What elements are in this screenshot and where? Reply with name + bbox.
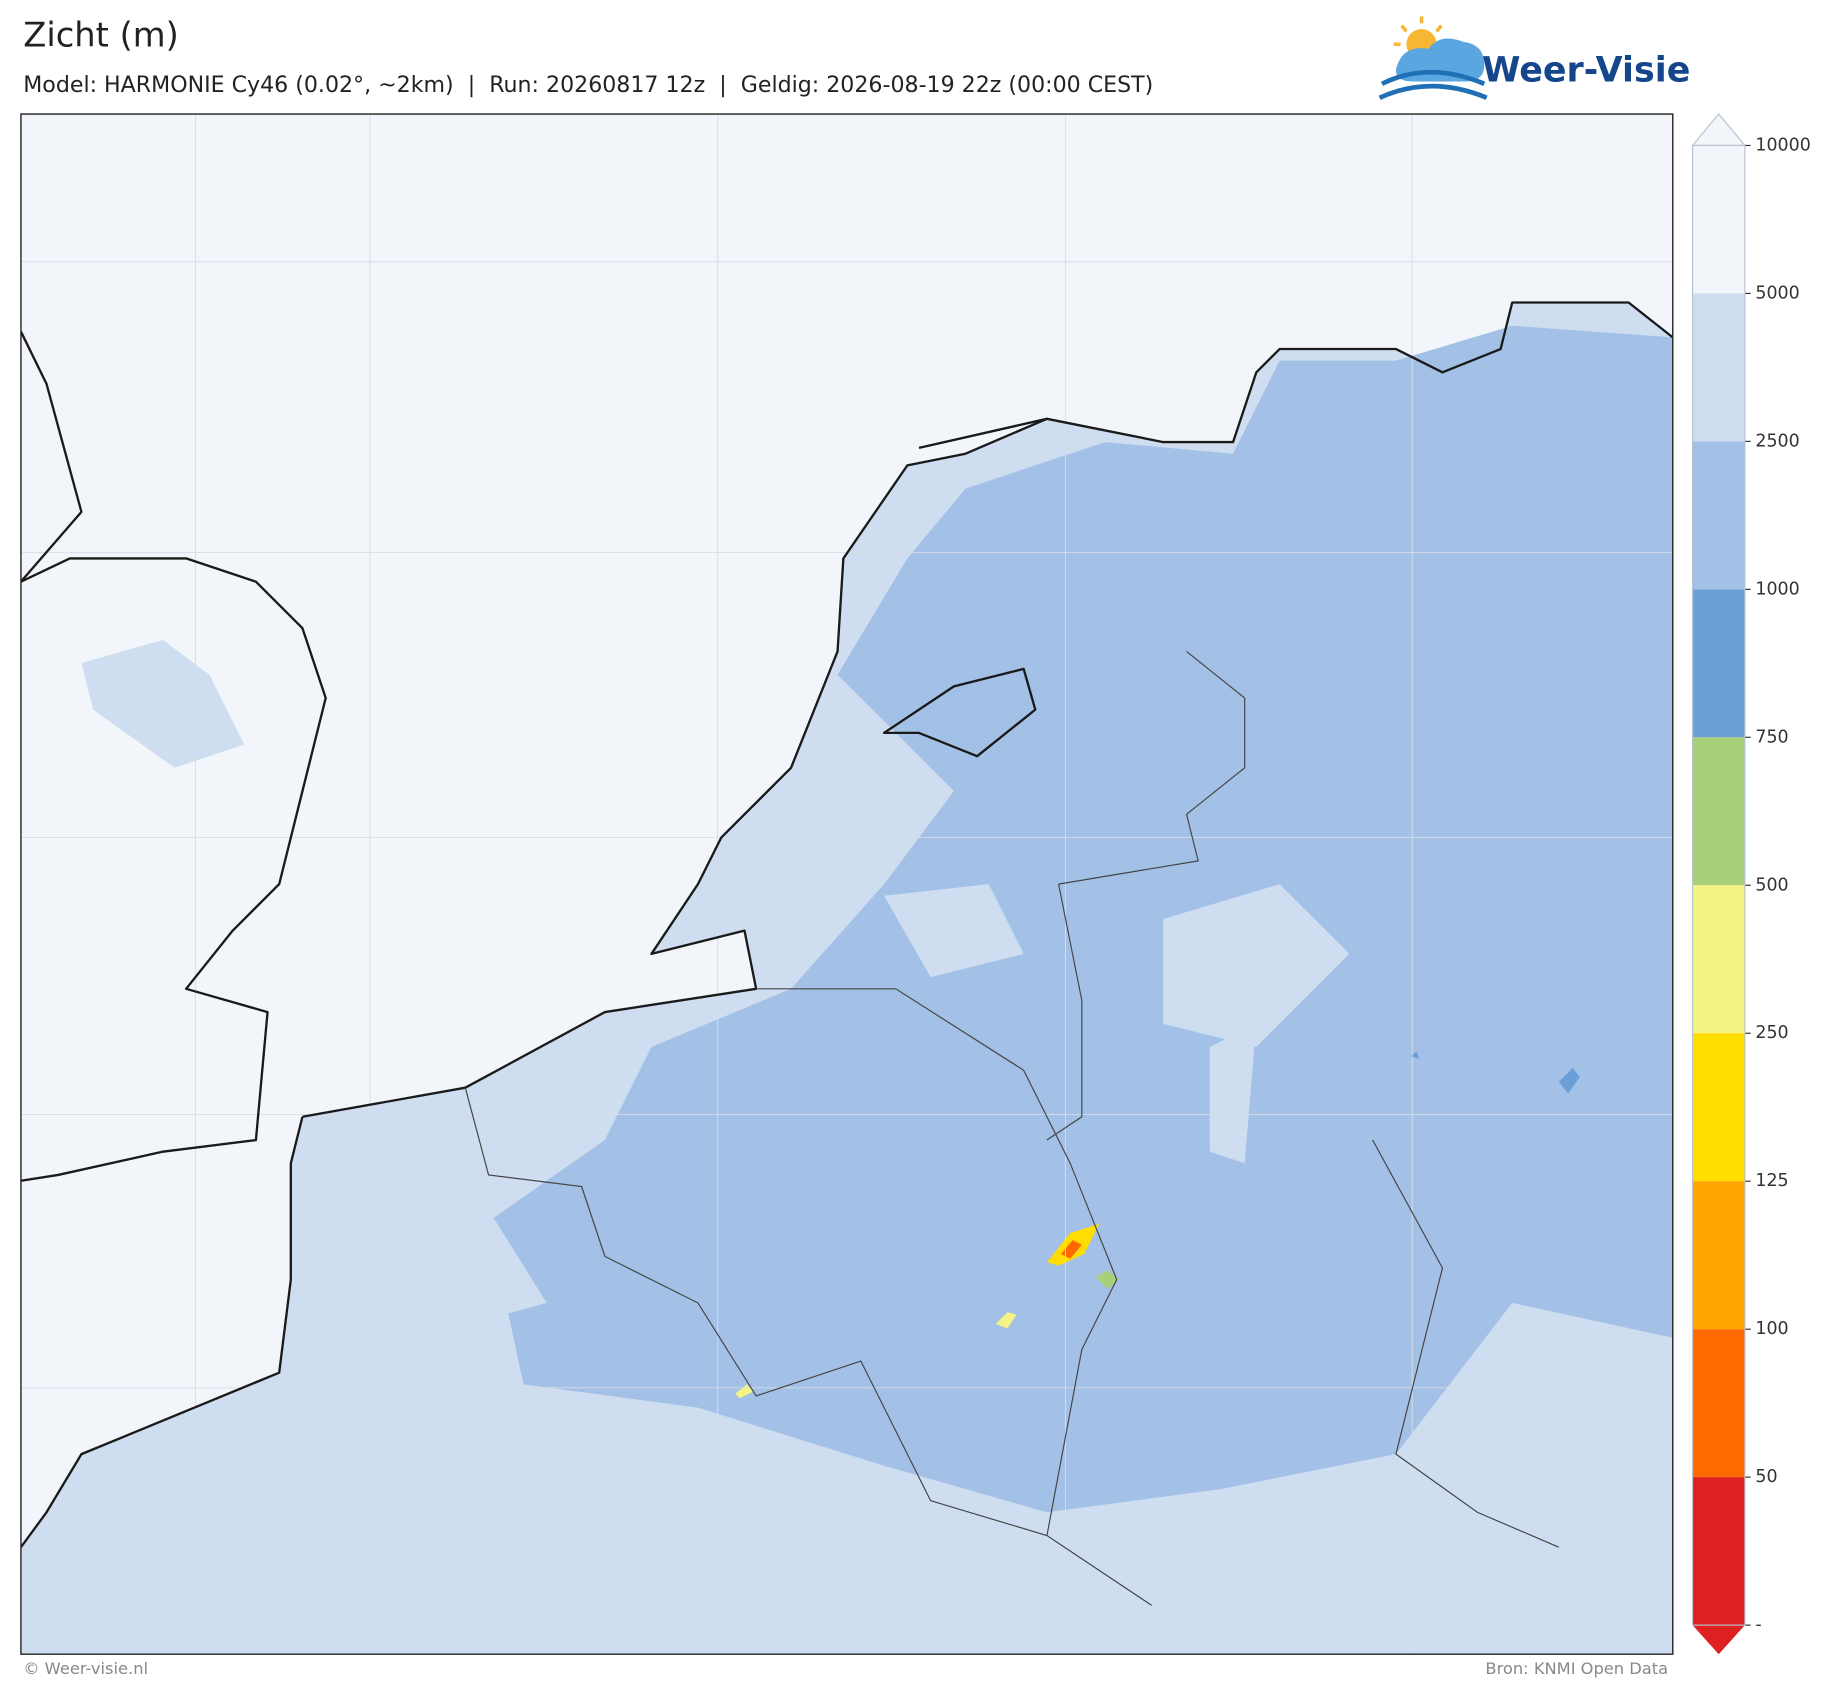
colorbar-extend-bottom: [1692, 1625, 1745, 1655]
map: [20, 113, 1674, 1655]
colorbar-band: [1692, 1477, 1745, 1626]
colorbar-tick-label: 2500: [1755, 431, 1799, 451]
colorbar-tick-label: 5000: [1755, 283, 1799, 303]
subtitle: Model: HARMONIE Cy46 (0.02°, ~2km) | Run…: [23, 72, 1153, 98]
colorbar-band: [1692, 885, 1745, 1034]
title: Zicht (m): [23, 16, 178, 55]
colorbar-band: [1692, 293, 1745, 442]
colorbar-band: [1692, 145, 1745, 294]
colorbar-tick-label: 10000: [1755, 135, 1810, 155]
colorbar-extend-top: [1691, 113, 1747, 147]
colorbar-band: [1692, 589, 1745, 738]
colorbar-tick-label: 125: [1755, 1171, 1788, 1191]
logo-text: Weer-Visie: [1482, 50, 1690, 90]
colorbar-tick-label: 1000: [1755, 579, 1799, 599]
logo: Weer-Visie: [1378, 16, 1690, 100]
colorbar-band: [1692, 1033, 1745, 1182]
colorbar-band: [1692, 441, 1745, 590]
colorbar-band: [1692, 1329, 1745, 1478]
colorbar-tick-label: -: [1755, 1615, 1761, 1635]
colorbar-tick-label: 100: [1755, 1319, 1788, 1339]
colorbar-band: [1692, 1181, 1745, 1330]
colorbar-tick-label: 50: [1755, 1467, 1777, 1487]
colorbar: 10000 5000 2500 1000 750 500 250 125 100 50 -: [1691, 113, 1811, 1655]
source: Bron: KNMI Open Data: [1485, 1659, 1668, 1678]
copyright: © Weer-visie.nl: [23, 1659, 148, 1678]
colorbar-tick-label: 750: [1755, 727, 1788, 747]
colorbar-tick-label: 500: [1755, 875, 1788, 895]
colorbar-band: [1692, 737, 1745, 886]
colorbar-tick-label: 250: [1755, 1023, 1788, 1043]
colorbar-frame: [1691, 144, 1746, 1626]
